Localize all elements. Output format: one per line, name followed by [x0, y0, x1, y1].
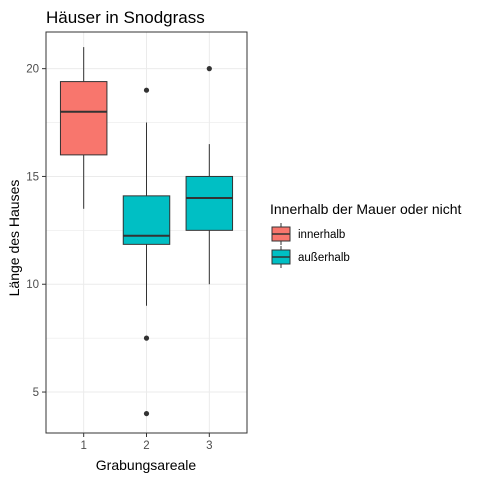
box-body [123, 196, 169, 245]
y-tick-label: 15 [26, 171, 39, 183]
chart-title: Häuser in Snodgrass [46, 8, 205, 27]
outlier-point [207, 66, 212, 71]
x-axis-title: Grabungsareale [96, 457, 197, 473]
y-tick-label: 10 [26, 279, 39, 291]
x-tick-label: 3 [206, 440, 212, 452]
legend-label: außerhalb [298, 252, 350, 264]
legend-label: innerhalb [298, 229, 345, 241]
outlier-point [144, 411, 149, 416]
legend-keys: innerhalb außerhalb [272, 223, 350, 268]
outlier-point [144, 88, 149, 93]
box-body [186, 176, 232, 230]
y-axis-title: Länge des Hauses [6, 180, 22, 297]
legend-item-1: innerhalb [272, 223, 345, 245]
legend-title: Innerhalb der Mauer oder nicht [270, 201, 462, 217]
x-tick-label: 1 [80, 440, 86, 452]
y-tick-label: 20 [26, 64, 39, 76]
box-body [60, 82, 106, 155]
legend-item-2: außerhalb [272, 246, 350, 268]
legend: Innerhalb der Mauer oder nicht innerhalb… [270, 201, 462, 268]
outlier-point [144, 336, 149, 341]
y-tick-label: 5 [33, 387, 39, 399]
x-tick-label: 2 [143, 440, 149, 452]
